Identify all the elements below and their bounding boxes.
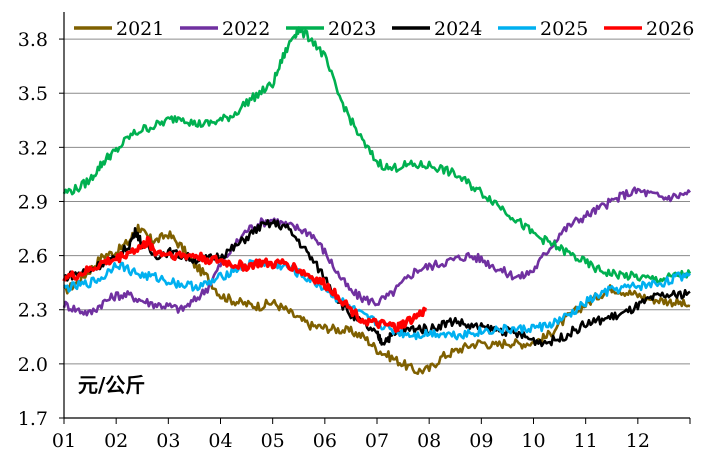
x-tick-label: 08 [417,430,441,452]
x-tick-label: 05 [261,430,285,452]
x-tick-label: 12 [626,430,650,452]
x-axis-ticks: 01 02 03 04 05 06 07 08 09 10 11 12 [52,418,691,452]
legend-label-2024: 2024 [434,18,482,40]
y-tick-label: 2.6 [18,246,48,268]
plot-background [64,12,690,418]
series-line-2022 [62,186,691,317]
y-tick-label: 2.9 [18,191,48,213]
y-tick-label: 1.7 [18,408,48,430]
legend: 2021 2022 2023 2024 2025 2026 [74,18,694,40]
legend-label-2022: 2022 [222,18,270,40]
y-tick-label: 3.5 [18,83,48,105]
x-tick-label: 07 [365,430,389,452]
x-tick-label: 10 [521,430,545,452]
x-tick-label: 06 [313,430,337,452]
y-axis-ticks: 1.7 2.0 2.3 2.6 2.9 3.2 3.5 3.8 [18,29,64,430]
y-unit-label: 元/公斤 [78,373,145,397]
y-tick-label: 3.2 [18,137,48,159]
legend-label-2026: 2026 [646,18,694,40]
x-tick-label: 04 [208,430,232,452]
y-tick-label: 3.8 [18,29,48,51]
plot-area [64,12,690,418]
series-lines [62,26,692,376]
series-line-2024 [63,219,691,348]
series-line-2023 [62,26,692,284]
x-tick-label: 09 [469,430,493,452]
legend-label-2021: 2021 [116,18,164,40]
legend-label-2023: 2023 [328,18,376,40]
x-tick-label: 01 [52,430,76,452]
legend-label-2025: 2025 [540,18,588,40]
y-tick-label: 2.3 [18,300,48,322]
x-tick-label: 11 [574,430,598,452]
y-tick-label: 2.0 [18,354,48,376]
x-tick-label: 03 [156,430,180,452]
series-line-2026 [62,235,428,334]
x-tick-label: 02 [104,430,128,452]
